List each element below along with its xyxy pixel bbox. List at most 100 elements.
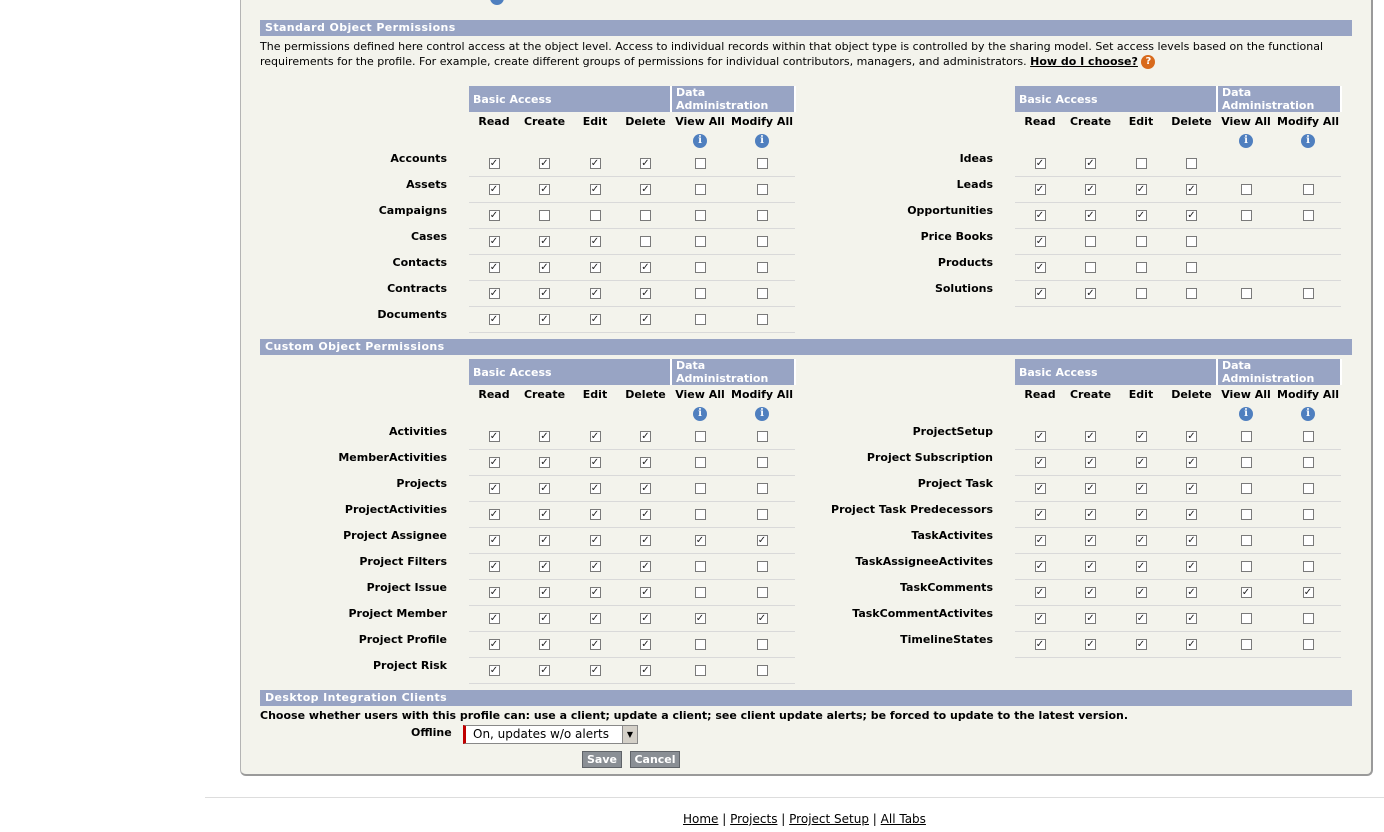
permission-checkbox-read[interactable]: ✓	[1034, 457, 1046, 468]
permission-checkbox-delete[interactable]: ✓	[1186, 430, 1197, 442]
permission-checkbox-delete[interactable]: ✓	[1186, 535, 1197, 546]
permission-checkbox-edit[interactable]: ✓	[589, 457, 601, 468]
permission-checkbox-create[interactable]: ✓	[1085, 509, 1096, 520]
permission-checkbox-create[interactable]: ✓	[539, 639, 550, 650]
permission-checkbox-create[interactable]: ✓	[1085, 430, 1096, 442]
permission-checkbox-create[interactable]: ✓	[1085, 210, 1096, 221]
permission-checkbox-edit[interactable]: ✓	[1135, 457, 1147, 468]
permission-checkbox-create[interactable]	[1085, 262, 1096, 273]
permission-checkbox-delete[interactable]: ✓	[640, 665, 651, 676]
permission-checkbox-create[interactable]	[1085, 236, 1096, 247]
permission-checkbox-view-all[interactable]	[1240, 509, 1252, 520]
permission-checkbox-view-all[interactable]	[1240, 561, 1252, 572]
permission-checkbox-create[interactable]: ✓	[539, 535, 550, 546]
permission-checkbox-modify-all[interactable]	[1302, 639, 1314, 650]
permission-checkbox-delete[interactable]: ✓	[640, 509, 651, 520]
permission-checkbox-read[interactable]: ✓	[1034, 639, 1046, 650]
permission-checkbox-modify-all[interactable]	[756, 639, 768, 650]
permission-checkbox-read[interactable]: ✓	[488, 236, 500, 247]
permission-checkbox-delete[interactable]: ✓	[640, 613, 651, 624]
permission-checkbox-modify-all[interactable]	[756, 157, 768, 169]
permission-checkbox-create[interactable]: ✓	[1085, 535, 1096, 546]
info-icon[interactable]: i	[1239, 406, 1253, 421]
permission-checkbox-view-all[interactable]	[1240, 184, 1252, 195]
how-do-i-choose-link[interactable]: How do I choose?	[1030, 55, 1138, 68]
permission-checkbox-edit[interactable]: ✓	[1135, 613, 1147, 624]
permission-checkbox-modify-all[interactable]: ✓	[1302, 587, 1314, 598]
permission-checkbox-read[interactable]: ✓	[488, 483, 500, 494]
permission-checkbox-edit[interactable]	[1135, 236, 1147, 247]
permission-checkbox-view-all[interactable]	[694, 483, 706, 494]
permission-checkbox-read[interactable]: ✓	[1034, 509, 1046, 520]
info-icon[interactable]: i	[1239, 133, 1253, 148]
permission-checkbox-delete[interactable]: ✓	[640, 288, 651, 299]
permission-checkbox-create[interactable]: ✓	[539, 483, 550, 494]
permission-checkbox-read[interactable]: ✓	[1034, 535, 1046, 546]
footer-link-home[interactable]: Home	[683, 812, 719, 826]
info-icon[interactable]: i	[755, 406, 769, 421]
permission-checkbox-read[interactable]: ✓	[488, 157, 500, 169]
permission-checkbox-edit[interactable]: ✓	[1135, 210, 1147, 221]
permission-checkbox-create[interactable]: ✓	[539, 262, 550, 273]
permission-checkbox-edit[interactable]: ✓	[1135, 430, 1147, 442]
permission-checkbox-read[interactable]: ✓	[488, 639, 500, 650]
permission-checkbox-create[interactable]: ✓	[1085, 561, 1096, 572]
permission-checkbox-create[interactable]: ✓	[539, 561, 550, 572]
permission-checkbox-view-all[interactable]	[694, 587, 706, 598]
cancel-button[interactable]: Cancel	[630, 751, 680, 768]
permission-checkbox-delete[interactable]: ✓	[1186, 613, 1197, 624]
permission-checkbox-modify-all[interactable]	[1302, 210, 1314, 221]
save-button[interactable]: Save	[582, 751, 622, 768]
permission-checkbox-create[interactable]: ✓	[539, 613, 550, 624]
info-icon[interactable]: i	[755, 133, 769, 148]
permission-checkbox-edit[interactable]: ✓	[1135, 561, 1147, 572]
permission-checkbox-modify-all[interactable]	[756, 509, 768, 520]
permission-checkbox-view-all[interactable]	[1240, 535, 1252, 546]
permission-checkbox-edit[interactable]: ✓	[589, 314, 601, 325]
permission-checkbox-create[interactable]	[539, 210, 550, 221]
permission-checkbox-delete[interactable]: ✓	[640, 639, 651, 650]
permission-checkbox-delete[interactable]: ✓	[1186, 561, 1197, 572]
permission-checkbox-read[interactable]: ✓	[1034, 430, 1046, 442]
permission-checkbox-modify-all[interactable]	[1302, 509, 1314, 520]
permission-checkbox-read[interactable]: ✓	[488, 430, 500, 442]
permission-checkbox-read[interactable]: ✓	[1034, 262, 1046, 273]
permission-checkbox-modify-all[interactable]: ✓	[756, 535, 768, 546]
permission-checkbox-create[interactable]: ✓	[1085, 483, 1096, 494]
permission-checkbox-create[interactable]: ✓	[1085, 157, 1096, 169]
permission-checkbox-delete[interactable]	[1186, 236, 1197, 247]
permission-checkbox-edit[interactable]: ✓	[589, 665, 601, 676]
permission-checkbox-create[interactable]: ✓	[539, 457, 550, 468]
permission-checkbox-view-all[interactable]	[1240, 483, 1252, 494]
permission-checkbox-read[interactable]: ✓	[488, 288, 500, 299]
permission-checkbox-delete[interactable]: ✓	[640, 157, 651, 169]
permission-checkbox-create[interactable]: ✓	[539, 587, 550, 598]
permission-checkbox-read[interactable]: ✓	[488, 210, 500, 221]
permission-checkbox-read[interactable]: ✓	[488, 509, 500, 520]
footer-link-all-tabs[interactable]: All Tabs	[880, 812, 926, 826]
permission-checkbox-create[interactable]: ✓	[539, 314, 550, 325]
permission-checkbox-modify-all[interactable]	[756, 314, 768, 325]
permission-checkbox-delete[interactable]: ✓	[640, 587, 651, 598]
permission-checkbox-create[interactable]: ✓	[539, 430, 550, 442]
permission-checkbox-delete[interactable]	[640, 236, 651, 247]
permission-checkbox-delete[interactable]: ✓	[1186, 184, 1197, 195]
permission-checkbox-delete[interactable]: ✓	[1186, 457, 1197, 468]
permission-checkbox-view-all[interactable]	[694, 509, 706, 520]
permission-checkbox-create[interactable]: ✓	[1085, 587, 1096, 598]
permission-checkbox-modify-all[interactable]	[756, 587, 768, 598]
permission-checkbox-create[interactable]: ✓	[1085, 457, 1096, 468]
permission-checkbox-modify-all[interactable]	[756, 236, 768, 247]
permission-checkbox-modify-all[interactable]	[1302, 430, 1314, 442]
permission-checkbox-delete[interactable]: ✓	[1186, 587, 1197, 598]
permission-checkbox-edit[interactable]	[1135, 288, 1147, 299]
permission-checkbox-edit[interactable]: ✓	[1135, 639, 1147, 650]
permission-checkbox-create[interactable]: ✓	[539, 236, 550, 247]
permission-checkbox-edit[interactable]: ✓	[589, 639, 601, 650]
permission-checkbox-edit[interactable]: ✓	[1135, 509, 1147, 520]
permission-checkbox-view-all[interactable]	[1240, 210, 1252, 221]
permission-checkbox-edit[interactable]: ✓	[589, 236, 601, 247]
permission-checkbox-delete[interactable]: ✓	[640, 184, 651, 195]
permission-checkbox-read[interactable]: ✓	[1034, 157, 1046, 169]
permission-checkbox-delete[interactable]	[1186, 288, 1197, 299]
